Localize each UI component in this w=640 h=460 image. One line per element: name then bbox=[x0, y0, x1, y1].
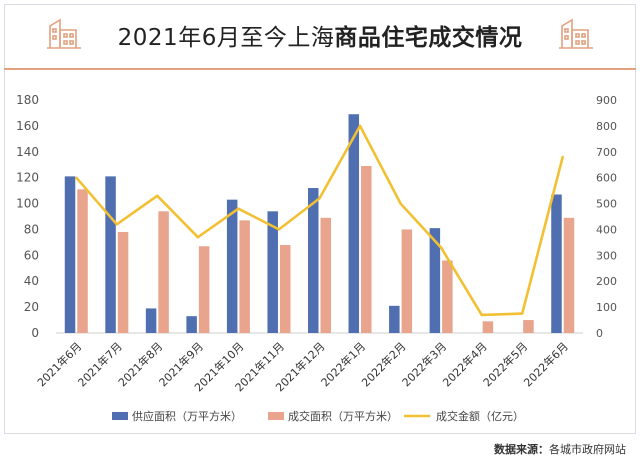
y-left-tick-label: 120 bbox=[16, 171, 39, 185]
y-left-tick-label: 40 bbox=[24, 274, 39, 288]
supply-area-bar bbox=[186, 316, 197, 333]
deal-amount-point bbox=[277, 228, 281, 231]
deal-amount-point bbox=[439, 246, 443, 249]
supply-area-bar bbox=[551, 194, 562, 333]
deal-amount-point bbox=[196, 236, 200, 239]
supply-area-bar bbox=[105, 176, 116, 333]
deal-amount-point bbox=[115, 223, 119, 226]
y-right-tick-label: 100 bbox=[596, 301, 617, 314]
deal-area-bar bbox=[158, 211, 169, 333]
y-right-tick-label: 800 bbox=[596, 120, 617, 133]
deal-area-bar bbox=[361, 166, 372, 333]
supply-area-bar bbox=[389, 305, 400, 333]
deal-area-bar bbox=[563, 217, 575, 333]
deal-amount-point bbox=[399, 202, 402, 205]
y-left-tick-label: 100 bbox=[16, 197, 39, 211]
deal-area-bar bbox=[442, 260, 453, 333]
supply-area-bar bbox=[267, 211, 278, 333]
y-right-tick-label: 900 bbox=[596, 94, 617, 107]
y-right-tick-label: 400 bbox=[596, 223, 617, 236]
title-row: 2021年6月至今上海商品住宅成交情况 bbox=[0, 0, 640, 72]
y-right-tick-label: 0 bbox=[596, 327, 603, 340]
deal-amount-point bbox=[318, 197, 321, 200]
y-right-tick-label: 500 bbox=[596, 198, 617, 211]
y-left-tick-label: 60 bbox=[24, 248, 39, 262]
deal-area-bar bbox=[482, 321, 494, 333]
supply-area-bar bbox=[348, 114, 360, 333]
chart-title: 2021年6月至今上海商品住宅成交情况 bbox=[0, 18, 640, 52]
supply-area-bar bbox=[226, 199, 238, 333]
deal-amount-point bbox=[156, 194, 159, 197]
deal-amount-point bbox=[358, 124, 362, 128]
legend-swatch-supply bbox=[112, 412, 128, 420]
y-right-tick-label: 300 bbox=[596, 249, 617, 262]
supply-area-bar bbox=[429, 228, 441, 333]
deal-area-bar bbox=[523, 320, 534, 333]
legend-label: 成交金额（亿元） bbox=[436, 409, 524, 423]
y-right-tick-label: 600 bbox=[596, 172, 617, 185]
deal-area-bar bbox=[198, 246, 210, 333]
x-tick-label: 2022年6月 bbox=[521, 339, 571, 389]
deal-amount-point bbox=[237, 207, 240, 210]
deal-amount-point bbox=[480, 313, 483, 317]
deal-area-bar bbox=[239, 220, 250, 333]
y-left-tick-label: 20 bbox=[24, 300, 39, 314]
y-left-tick-label: 160 bbox=[16, 119, 39, 133]
deal-area-bar bbox=[320, 217, 331, 333]
source-label: 数据来源： bbox=[494, 443, 549, 456]
deal-area-bar bbox=[117, 232, 129, 333]
deal-area-bar bbox=[401, 229, 413, 333]
legend-swatch-deal-area bbox=[268, 412, 284, 420]
deal-area-bar bbox=[279, 244, 291, 333]
deal-amount-point bbox=[75, 176, 78, 179]
title-divider bbox=[4, 68, 636, 70]
y-left-tick-label: 140 bbox=[16, 145, 39, 159]
supply-area-bar bbox=[308, 188, 319, 333]
title-bold: 商品住宅成交情况 bbox=[334, 25, 523, 51]
title-normal: 2021年6月至今上海 bbox=[117, 25, 335, 51]
deal-amount-point bbox=[561, 155, 564, 159]
deal-amount-line bbox=[75, 124, 564, 317]
source-text: 各城市政府网站 bbox=[549, 443, 626, 456]
building-icon bbox=[47, 18, 81, 49]
deal-amount-point bbox=[520, 312, 524, 315]
supply-area-bar bbox=[145, 308, 157, 333]
y-left-tick-label: 180 bbox=[16, 93, 39, 107]
legend-label: 成交面积（万平方米） bbox=[288, 409, 398, 423]
deal-area-bar bbox=[77, 189, 88, 333]
y-right-tick-label: 200 bbox=[596, 275, 617, 288]
legend-label: 供应面积（万平方米） bbox=[132, 409, 242, 423]
supply-area-bar bbox=[64, 176, 76, 333]
y-right-tick-label: 700 bbox=[596, 146, 617, 159]
y-left-tick-label: 0 bbox=[31, 326, 39, 340]
building-icon bbox=[559, 18, 593, 49]
y-left-tick-label: 80 bbox=[24, 222, 39, 236]
data-source: 数据来源：各城市政府网站 bbox=[494, 441, 626, 457]
